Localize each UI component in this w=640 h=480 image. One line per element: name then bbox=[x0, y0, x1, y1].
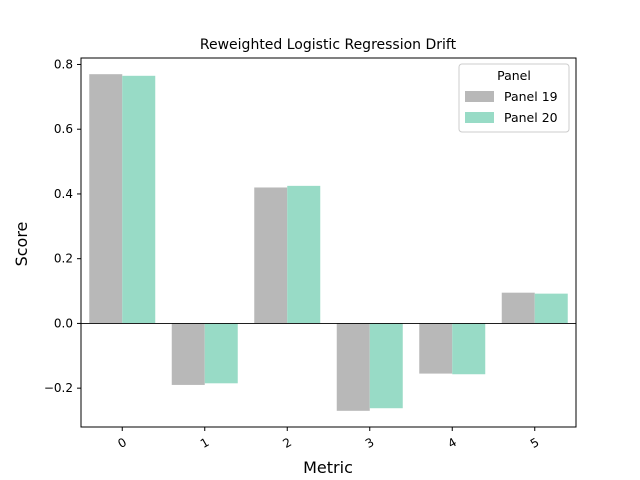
bar-panel-19-metric-4 bbox=[419, 323, 453, 374]
legend: Panel Panel 19 Panel 20 bbox=[458, 63, 570, 133]
legend-swatch-panel-19 bbox=[465, 91, 494, 102]
legend-title: Panel bbox=[497, 68, 531, 83]
x-tick-label: 1 bbox=[198, 435, 212, 451]
bar-panel-19-metric-5 bbox=[501, 292, 535, 324]
bar-panel-20-metric-4 bbox=[452, 323, 486, 375]
x-tick-label: 5 bbox=[528, 435, 542, 451]
legend-swatch-panel-20 bbox=[465, 112, 494, 123]
bars-group bbox=[89, 74, 568, 411]
chart-title: Reweighted Logistic Regression Drift bbox=[200, 37, 457, 53]
plot-frame bbox=[80, 57, 577, 428]
bar-panel-19-metric-1 bbox=[171, 323, 205, 385]
x-tick-label: 0 bbox=[115, 435, 129, 451]
y-axis-title: Score bbox=[12, 222, 31, 267]
y-tick-label: 0.6 bbox=[54, 122, 73, 136]
y-tick-label: 0.0 bbox=[54, 316, 73, 330]
bar-panel-20-metric-0 bbox=[122, 75, 156, 324]
y-tick-label: −0.2 bbox=[44, 381, 73, 395]
y-axis: −0.2 0.0 0.2 0.4 0.6 0.8 bbox=[44, 57, 81, 395]
x-axis: 0 1 2 3 4 5 bbox=[115, 427, 542, 451]
y-tick-label: 0.2 bbox=[54, 252, 73, 266]
bar-panel-20-metric-3 bbox=[369, 323, 403, 409]
legend-label-panel-20: Panel 20 bbox=[504, 110, 558, 125]
bar-panel-20-metric-5 bbox=[534, 293, 568, 324]
y-tick-label: 0.8 bbox=[54, 57, 73, 71]
bar-panel-19-metric-0 bbox=[89, 74, 123, 324]
x-tick-label: 4 bbox=[445, 435, 459, 451]
y-tick-label: 0.4 bbox=[54, 187, 73, 201]
x-tick-label: 3 bbox=[363, 435, 377, 451]
x-tick-label: 2 bbox=[280, 435, 294, 451]
bar-panel-19-metric-2 bbox=[254, 187, 288, 324]
legend-label-panel-19: Panel 19 bbox=[504, 89, 558, 104]
x-axis-title: Metric bbox=[303, 458, 353, 477]
bar-panel-20-metric-1 bbox=[204, 323, 238, 384]
bar-panel-19-metric-3 bbox=[336, 323, 370, 411]
bar-panel-20-metric-2 bbox=[287, 185, 321, 324]
